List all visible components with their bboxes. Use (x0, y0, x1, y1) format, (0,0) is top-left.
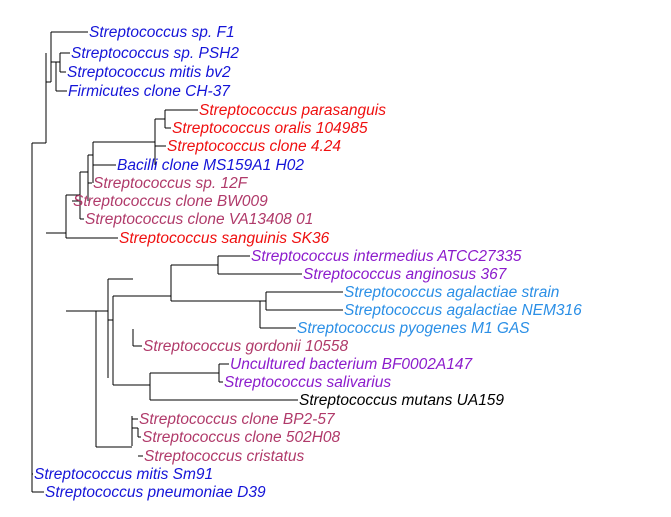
taxon-label: Streptococcus clone 4.24 (167, 138, 341, 155)
taxon-label: Streptococcus agalactiae NEM316 (344, 302, 582, 319)
taxon-label: Streptococcus sanguinis SK36 (119, 230, 330, 247)
taxon-label: Streptococcus oralis 104985 (172, 120, 368, 137)
taxon-label: Streptococcus parasanguis (199, 102, 386, 119)
taxon-label: Streptococcus intermedius ATCC27335 (251, 248, 522, 265)
taxon-label: Streptococcus gordonii 10558 (143, 338, 348, 355)
taxon-label: Streptococcus agalactiae strain (344, 284, 559, 301)
taxon-label: Streptococcus anginosus 367 (303, 266, 508, 283)
taxon-label: Streptococcus sp. 12F (93, 175, 249, 192)
tree-branches (31, 31, 343, 493)
taxon-label: Streptococcus clone BP2-57 (139, 411, 336, 428)
taxon-label: Bacilli clone MS159A1 H02 (117, 157, 304, 174)
taxon-label: Streptococcus clone 502H08 (142, 429, 341, 446)
taxon-label: Streptococcus mitis Sm91 (34, 466, 213, 483)
taxon-label: Streptococcus mutans UA159 (299, 392, 504, 409)
taxon-label: Streptococcus clone VA13408 01 (85, 211, 313, 228)
taxon-label: Streptococcus sp. PSH2 (71, 45, 239, 62)
taxon-label: Streptococcus salivarius (224, 374, 391, 391)
taxon-labels: Streptococcus sp. F1 Streptococcus sp. PS… (34, 24, 582, 501)
taxon-label: Streptococcus mitis bv2 (67, 64, 231, 81)
taxon-label: Streptococcus cristatus (144, 448, 304, 465)
taxon-label: Uncultured bacterium BF0002A147 (230, 356, 473, 373)
taxon-label: Streptococcus pyogenes M1 GAS (297, 320, 530, 337)
taxon-label: Streptococcus clone BW009 (73, 193, 268, 210)
taxon-label: Firmicutes clone CH-37 (68, 83, 231, 100)
taxon-label: Streptococcus pneumoniae D39 (45, 484, 266, 501)
taxon-label: Streptococcus sp. F1 (89, 24, 235, 41)
